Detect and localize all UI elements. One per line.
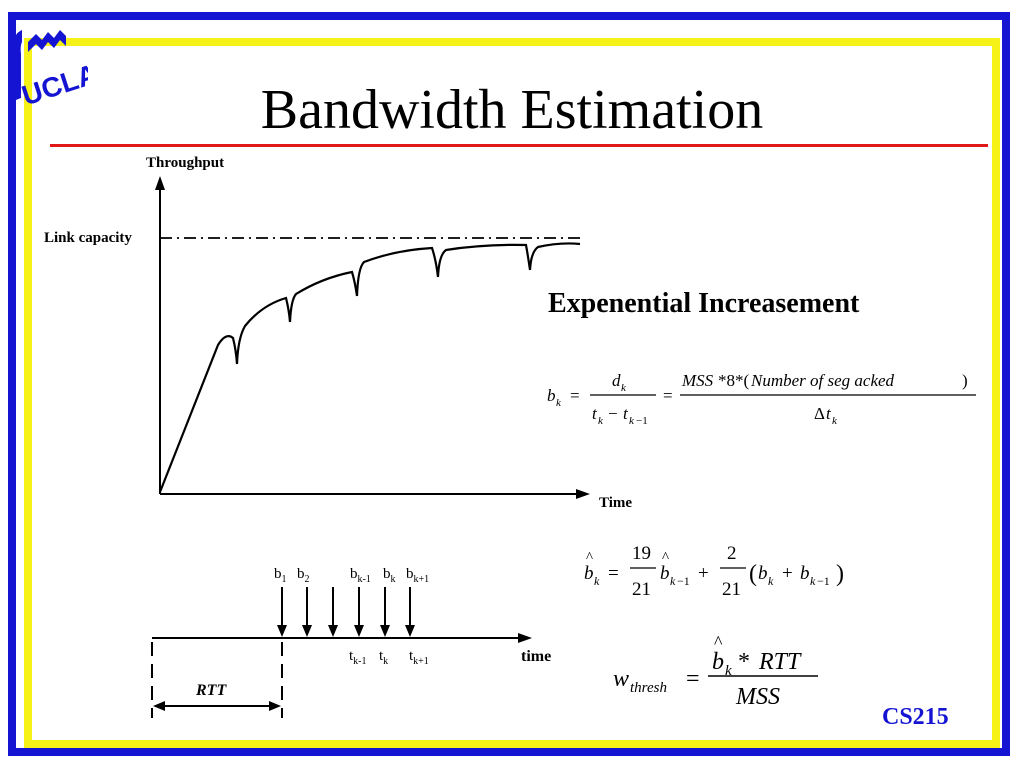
svg-text:): ) bbox=[836, 561, 844, 587]
svg-text:*: * bbox=[738, 649, 750, 675]
svg-text:t: t bbox=[826, 404, 832, 423]
svg-text:=: = bbox=[608, 563, 619, 584]
svg-text:Number of seg acked: Number of seg acked bbox=[750, 371, 895, 390]
svg-text:=: = bbox=[570, 386, 580, 405]
svg-text:^: ^ bbox=[586, 550, 593, 566]
svg-text:21: 21 bbox=[632, 579, 651, 600]
svg-text:+: + bbox=[782, 563, 793, 584]
filter-formula: b ^ k = 19 21 b ^ k −1 + 2 21 ( b k + b … bbox=[584, 543, 844, 600]
title-rule bbox=[50, 144, 988, 147]
ack-arrows bbox=[281, 587, 411, 627]
bandwidth-formula: b k = d k t k − t k −1 = MSS *8*( Number… bbox=[547, 371, 976, 427]
capacity-label: Link capacity bbox=[44, 230, 132, 246]
throughput-curve bbox=[158, 242, 581, 493]
slide-background bbox=[32, 46, 992, 740]
svg-text:k: k bbox=[768, 574, 774, 588]
svg-text:+: + bbox=[698, 563, 709, 584]
svg-text:d: d bbox=[612, 371, 621, 390]
rtt-label: RTT bbox=[196, 682, 227, 699]
svg-text:b: b bbox=[660, 563, 670, 584]
svg-text:thresh: thresh bbox=[630, 680, 667, 696]
svg-text:k: k bbox=[725, 663, 732, 679]
svg-text:*8*(: *8*( bbox=[718, 371, 750, 390]
svg-text:19: 19 bbox=[632, 543, 651, 564]
svg-text:k: k bbox=[670, 574, 676, 588]
svg-text:b: b bbox=[712, 649, 724, 675]
ack-label-bk: bk bbox=[383, 566, 396, 585]
ucla-logo: UCLA bbox=[13, 30, 88, 110]
svg-text:21: 21 bbox=[722, 579, 741, 600]
svg-text:(: ( bbox=[749, 561, 757, 587]
ack-label-b2: b2 bbox=[297, 566, 310, 585]
svg-text:^: ^ bbox=[714, 632, 723, 652]
svg-text:=: = bbox=[663, 386, 673, 405]
slide-title: Bandwidth Estimation bbox=[260, 79, 764, 141]
ack-label-bk+1: bk+1 bbox=[406, 566, 430, 585]
time-axis-label: time bbox=[521, 648, 552, 665]
inner-frame bbox=[24, 38, 1000, 748]
svg-text:k: k bbox=[598, 415, 604, 427]
svg-text:b: b bbox=[547, 386, 556, 405]
time-axis-arrowhead bbox=[518, 633, 532, 643]
svg-text:−1: −1 bbox=[817, 574, 830, 588]
svg-text:Δ: Δ bbox=[814, 404, 825, 423]
ack-label-bk-1: bk-1 bbox=[350, 566, 371, 585]
threshold-formula: w thresh = b ^ k * RTT MSS bbox=[613, 632, 818, 710]
ack-arrowheads bbox=[277, 625, 415, 637]
x-axis-label: Time bbox=[599, 495, 633, 511]
svg-text:k: k bbox=[594, 574, 600, 588]
svg-text:b: b bbox=[758, 563, 768, 584]
svg-text:RTT: RTT bbox=[758, 649, 802, 675]
svg-text:b: b bbox=[584, 563, 594, 584]
svg-text:k: k bbox=[629, 415, 635, 427]
y-axis-arrowhead bbox=[155, 176, 165, 190]
svg-text:−: − bbox=[608, 404, 618, 423]
svg-text:t: t bbox=[623, 404, 629, 423]
svg-text:−1: −1 bbox=[677, 574, 690, 588]
svg-text:k: k bbox=[810, 574, 816, 588]
time-label-tk: tk bbox=[379, 648, 389, 667]
svg-text:k: k bbox=[832, 415, 838, 427]
x-axis-arrowhead bbox=[576, 489, 590, 499]
svg-text:2: 2 bbox=[727, 543, 737, 564]
svg-text:b: b bbox=[800, 563, 810, 584]
outer-frame bbox=[8, 12, 1010, 756]
course-footer: CS215 bbox=[882, 704, 949, 730]
svg-text:w: w bbox=[613, 666, 629, 692]
y-axis-label: Throughput bbox=[146, 155, 225, 171]
time-label-tk+1: tk+1 bbox=[409, 648, 429, 667]
svg-text:MSS: MSS bbox=[681, 371, 714, 390]
section-heading: Expenential Increasement bbox=[548, 288, 860, 319]
time-label-tk-1: tk-1 bbox=[349, 648, 367, 667]
svg-text:): ) bbox=[962, 371, 968, 390]
svg-text:k: k bbox=[621, 382, 627, 394]
svg-text:MSS: MSS bbox=[735, 684, 780, 710]
svg-text:k: k bbox=[556, 397, 562, 409]
svg-text:t: t bbox=[592, 404, 598, 423]
svg-text:^: ^ bbox=[662, 550, 669, 566]
svg-text:−1: −1 bbox=[636, 415, 648, 427]
svg-text:=: = bbox=[686, 666, 700, 692]
ack-label-b1: b1 bbox=[274, 566, 287, 585]
